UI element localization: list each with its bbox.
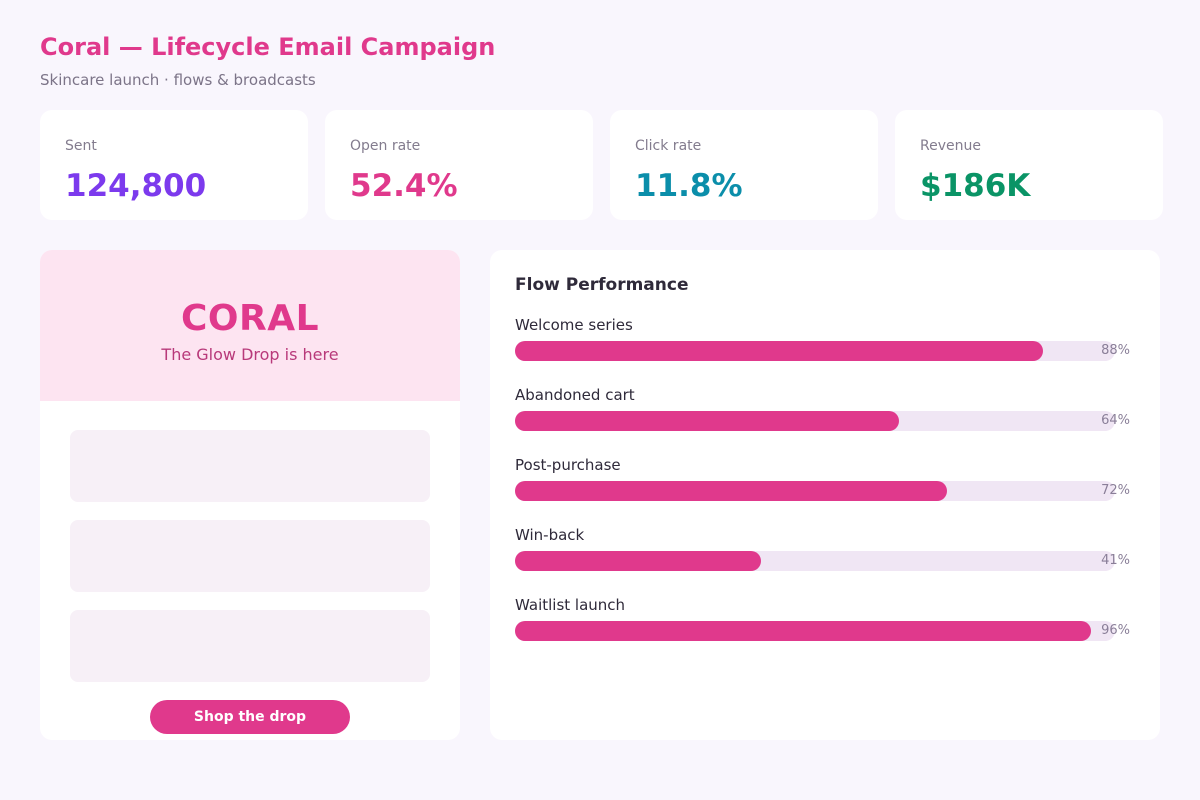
email-content-block — [70, 610, 430, 682]
kpi-card-revenue: Revenue $186K — [895, 110, 1163, 220]
kpi-card-click-rate: Click rate 11.8% — [610, 110, 878, 220]
email-content-block — [70, 520, 430, 592]
flow-progress-fill — [515, 621, 1091, 641]
flow-progress-track — [515, 551, 1115, 571]
email-tagline: The Glow Drop is here — [161, 345, 339, 364]
flow-name: Abandoned cart — [515, 386, 635, 404]
flow-percent: 41% — [1101, 553, 1130, 568]
flow-percent: 72% — [1101, 483, 1130, 498]
flow-progress-track — [515, 341, 1115, 361]
email-content-block — [70, 430, 430, 502]
flow-name: Win-back — [515, 526, 585, 544]
kpi-value: 11.8% — [635, 168, 743, 204]
flow-progress-track — [515, 621, 1115, 641]
flow-progress-fill — [515, 551, 761, 571]
kpi-label: Revenue — [920, 138, 981, 154]
flow-row-waitlist-launch: Waitlist launch 96% — [515, 596, 1135, 656]
flow-performance-card: Flow Performance Welcome series 88% Aban… — [490, 250, 1160, 740]
flow-percent: 88% — [1101, 343, 1130, 358]
page-subtitle: Skincare launch · flows & broadcasts — [40, 71, 316, 89]
flow-progress-track — [515, 481, 1115, 501]
kpi-card-sent: Sent 124,800 — [40, 110, 308, 220]
kpi-card-open-rate: Open rate 52.4% — [325, 110, 593, 220]
kpi-value: 124,800 — [65, 168, 207, 204]
kpi-label: Open rate — [350, 138, 421, 154]
flow-row-win-back: Win-back 41% — [515, 526, 1135, 586]
page-title: Coral — Lifecycle Email Campaign — [40, 33, 496, 61]
flow-row-post-purchase: Post-purchase 72% — [515, 456, 1135, 516]
flow-progress-fill — [515, 341, 1043, 361]
flow-name: Post-purchase — [515, 456, 621, 474]
flow-progress-fill — [515, 411, 899, 431]
flow-progress-fill — [515, 481, 947, 501]
email-hero-banner: CORAL The Glow Drop is here — [40, 250, 460, 401]
kpi-label: Sent — [65, 138, 97, 154]
kpi-value: $186K — [920, 168, 1031, 204]
kpi-label: Click rate — [635, 138, 702, 154]
flow-performance-title: Flow Performance — [515, 275, 689, 295]
flow-progress-track — [515, 411, 1115, 431]
flow-percent: 64% — [1101, 413, 1130, 428]
shop-the-drop-button[interactable]: Shop the drop — [150, 700, 350, 734]
email-brand-logo: CORAL — [180, 298, 320, 339]
flow-percent: 96% — [1101, 623, 1130, 638]
kpi-value: 52.4% — [350, 168, 458, 204]
email-preview-card: CORAL The Glow Drop is here Shop the dro… — [40, 250, 460, 740]
flow-row-welcome-series: Welcome series 88% — [515, 316, 1135, 376]
flow-name: Waitlist launch — [515, 596, 626, 614]
flow-row-abandoned-cart: Abandoned cart 64% — [515, 386, 1135, 446]
flow-name: Welcome series — [515, 316, 633, 334]
